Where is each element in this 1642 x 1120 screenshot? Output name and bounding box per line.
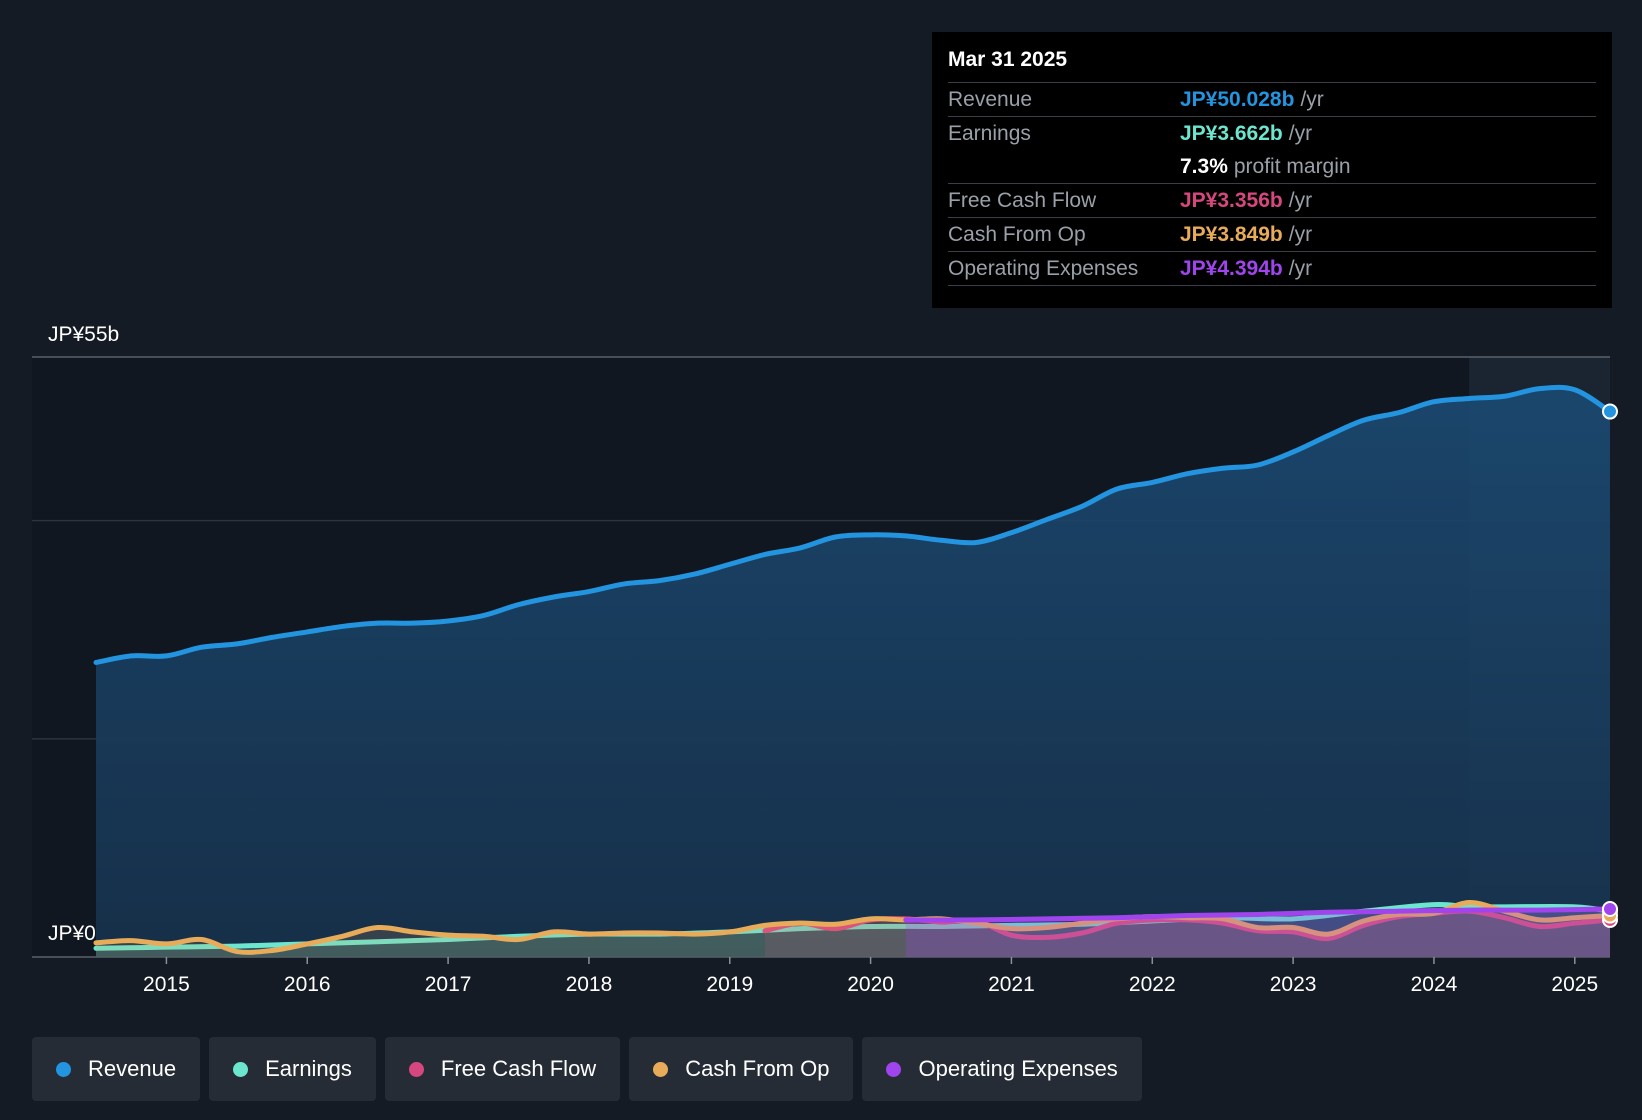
legend-dot-icon <box>653 1061 669 1077</box>
x-tick-label: 2015 <box>143 973 190 996</box>
legend-label: Revenue <box>88 1056 177 1081</box>
legend-item-operating-expenses[interactable]: Operating Expenses <box>862 1037 1142 1101</box>
legend-dot-icon <box>408 1061 424 1077</box>
x-tick-label: 2018 <box>566 973 613 996</box>
legend-label: Earnings <box>265 1056 352 1081</box>
legend-dot-icon <box>233 1061 249 1077</box>
series-layer <box>93 384 1613 957</box>
tooltip-label: Operating Expenses <box>948 256 1139 280</box>
x-tick-label: 2016 <box>284 973 331 996</box>
tooltip-unit: /yr <box>1288 121 1313 145</box>
legend: Revenue Earnings Free Cash Flow Cash Fro… <box>32 1037 1142 1101</box>
legend-item-free-cash-flow[interactable]: Free Cash Flow <box>384 1037 621 1101</box>
tooltip-label: Revenue <box>948 87 1033 111</box>
tooltip-value: JP¥3.662b <box>1180 121 1283 145</box>
cash-from-op-line <box>93 899 1613 955</box>
x-tick-label: 2021 <box>988 973 1035 996</box>
x-tick-label: 2019 <box>706 973 753 996</box>
legend-item-earnings[interactable]: Earnings <box>209 1037 376 1101</box>
x-tick-label: 2025 <box>1551 973 1598 996</box>
tooltip-value: JP¥3.356b <box>1180 188 1283 212</box>
x-axis: 2015 2016 2017 2018 2019 2020 2021 2022 2023 2024… <box>143 957 1598 996</box>
revenue-area <box>96 387 1610 957</box>
legend-dot-icon <box>886 1061 902 1077</box>
tooltip: Mar 31 2025 Revenue JP¥50.028b /yr Earni… <box>932 32 1612 308</box>
x-tick-label: 2024 <box>1411 973 1458 996</box>
tooltip-value: JP¥4.394b <box>1180 256 1283 280</box>
legend-item-revenue[interactable]: Revenue <box>32 1037 201 1101</box>
x-tick-label: 2023 <box>1270 973 1317 996</box>
cash-from-op-area <box>96 902 1610 957</box>
legend-label: Cash From Op <box>685 1056 830 1081</box>
x-tick-label: 2022 <box>1129 973 1176 996</box>
earnings-line <box>93 902 1613 951</box>
legend-label: Operating Expenses <box>918 1056 1118 1081</box>
operating-expenses-end-point <box>1602 901 1618 917</box>
tooltip-date: Mar 31 2025 <box>948 46 1596 83</box>
y-axis-top-label: JP¥55b <box>48 323 119 346</box>
tooltip-value: JP¥50.028b <box>1180 87 1295 111</box>
tooltip-label: Earnings <box>948 121 1031 145</box>
legend-item-cash-from-op[interactable]: Cash From Op <box>629 1037 854 1101</box>
tooltip-unit: /yr <box>1300 87 1324 111</box>
tooltip-unit: /yr <box>1288 256 1313 280</box>
tooltip-row-earnings: Earnings JP¥3.662b /yr <box>948 117 1596 150</box>
tooltip-row-free-cash-flow: Free Cash Flow JP¥3.356b /yr <box>948 184 1596 218</box>
tooltip-value: 7.3% <box>1180 154 1228 178</box>
operating-expenses-line <box>903 906 1613 923</box>
revenue-end-point <box>1602 403 1618 420</box>
tooltip-row-operating-expenses: Operating Expenses JP¥4.394b /yr <box>948 252 1596 286</box>
tooltip-row-cash-from-op: Cash From Op JP¥3.849b /yr <box>948 218 1596 252</box>
earnings-area <box>96 904 1610 957</box>
tooltip-row-profit-margin: 7.3% profit margin <box>948 150 1596 184</box>
tooltip-unit: /yr <box>1288 188 1313 212</box>
tooltip-unit: profit margin <box>1233 154 1351 178</box>
tooltip-label: Free Cash Flow <box>948 188 1097 212</box>
x-tick-label: 2020 <box>847 973 894 996</box>
legend-label: Free Cash Flow <box>440 1056 597 1081</box>
y-axis-bottom-label: JP¥0 <box>48 922 96 945</box>
end-markers <box>1602 403 1618 928</box>
legend-dot-icon <box>56 1061 71 1077</box>
revenue-line <box>93 384 1613 665</box>
tooltip-unit: /yr <box>1288 222 1313 246</box>
tooltip-row-revenue: Revenue JP¥50.028b /yr <box>948 83 1596 117</box>
tooltip-label: Cash From Op <box>948 222 1086 246</box>
tooltip-value: JP¥3.849b <box>1180 222 1283 246</box>
x-tick-label: 2017 <box>425 973 472 996</box>
operating-expenses-area <box>905 909 1610 957</box>
